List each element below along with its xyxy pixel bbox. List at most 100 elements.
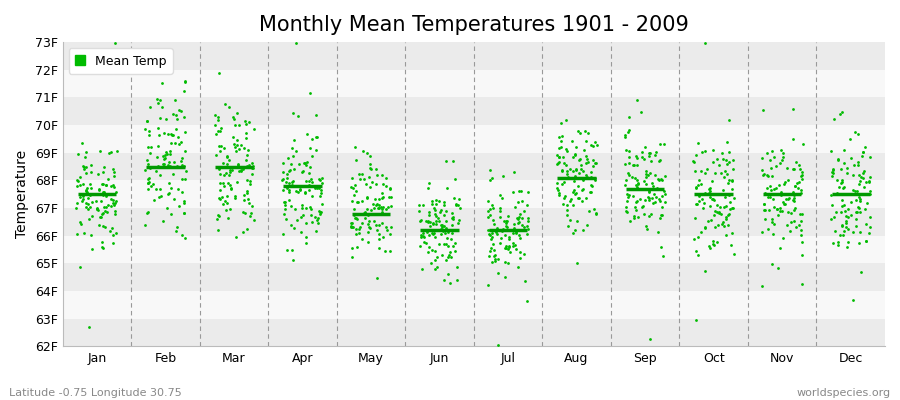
Point xyxy=(142,150,157,156)
Point xyxy=(644,211,659,218)
Point xyxy=(247,217,261,223)
Point xyxy=(622,154,636,160)
Point xyxy=(453,205,467,211)
Point xyxy=(302,187,317,193)
Point xyxy=(96,164,111,170)
Point xyxy=(760,172,774,178)
Point xyxy=(80,195,94,201)
Point xyxy=(292,161,306,168)
Point xyxy=(446,214,460,220)
Point xyxy=(657,198,671,205)
Point xyxy=(839,218,853,224)
Point xyxy=(416,230,430,236)
Point xyxy=(428,218,443,224)
Point xyxy=(559,146,573,152)
Point xyxy=(727,251,742,257)
Point xyxy=(348,230,363,237)
Point xyxy=(70,177,85,183)
Point xyxy=(568,191,582,197)
Point xyxy=(383,194,398,201)
Point xyxy=(584,142,598,148)
Point xyxy=(584,189,598,195)
Point xyxy=(299,205,313,211)
Point xyxy=(448,240,463,246)
Point xyxy=(444,236,458,242)
Point xyxy=(500,222,514,229)
Point xyxy=(429,254,444,260)
Point xyxy=(444,254,458,260)
Point xyxy=(218,198,232,204)
Point xyxy=(302,182,316,188)
Point xyxy=(211,117,225,124)
Point xyxy=(144,144,158,150)
Point xyxy=(303,176,318,182)
Point xyxy=(155,104,169,110)
Point xyxy=(858,206,872,212)
Point xyxy=(853,196,868,202)
Point xyxy=(282,180,296,186)
Point xyxy=(230,136,244,143)
Point xyxy=(713,204,727,211)
Point xyxy=(512,255,526,261)
Point xyxy=(425,247,439,253)
Point xyxy=(552,154,566,160)
Bar xyxy=(62,98,885,125)
Point xyxy=(376,204,391,211)
Point xyxy=(314,190,328,196)
Point xyxy=(94,214,108,221)
Point xyxy=(568,152,582,158)
Point xyxy=(175,232,189,238)
Point xyxy=(580,174,594,180)
Point xyxy=(757,207,771,214)
Point xyxy=(589,160,603,166)
Point xyxy=(691,252,706,258)
Point xyxy=(141,209,156,216)
Point xyxy=(859,220,873,227)
Point xyxy=(157,156,171,162)
Point xyxy=(372,196,386,202)
Point xyxy=(309,112,323,118)
Point xyxy=(212,186,227,193)
Point xyxy=(353,176,367,182)
Point xyxy=(168,97,183,104)
Point xyxy=(425,230,439,236)
Point xyxy=(96,204,111,210)
Point xyxy=(719,203,733,209)
Point xyxy=(706,212,721,218)
Point xyxy=(510,264,525,270)
Point xyxy=(620,191,634,197)
Point xyxy=(419,218,434,224)
Point xyxy=(789,180,804,186)
Point xyxy=(630,184,644,190)
Point xyxy=(642,197,656,203)
Point xyxy=(76,193,90,199)
Point xyxy=(834,222,849,229)
Point xyxy=(652,195,666,202)
Point xyxy=(108,210,122,217)
Point xyxy=(794,186,808,193)
Point xyxy=(147,197,161,203)
Point xyxy=(98,193,112,200)
Point xyxy=(435,224,449,230)
Point xyxy=(299,162,313,168)
Point xyxy=(234,168,248,174)
Point xyxy=(291,112,305,119)
Point xyxy=(852,209,867,216)
Point xyxy=(618,161,633,168)
Point xyxy=(285,182,300,188)
Point xyxy=(765,231,779,237)
Point xyxy=(278,206,293,212)
Point xyxy=(80,185,94,192)
Point xyxy=(772,182,787,188)
Point xyxy=(105,182,120,188)
Bar xyxy=(62,42,885,70)
Point xyxy=(381,203,395,210)
Bar xyxy=(62,291,885,319)
Point xyxy=(149,186,164,192)
Point xyxy=(107,184,122,190)
Point xyxy=(378,248,392,254)
Point xyxy=(149,96,164,102)
Point xyxy=(782,195,796,202)
Point xyxy=(770,212,785,219)
Point xyxy=(140,157,155,164)
